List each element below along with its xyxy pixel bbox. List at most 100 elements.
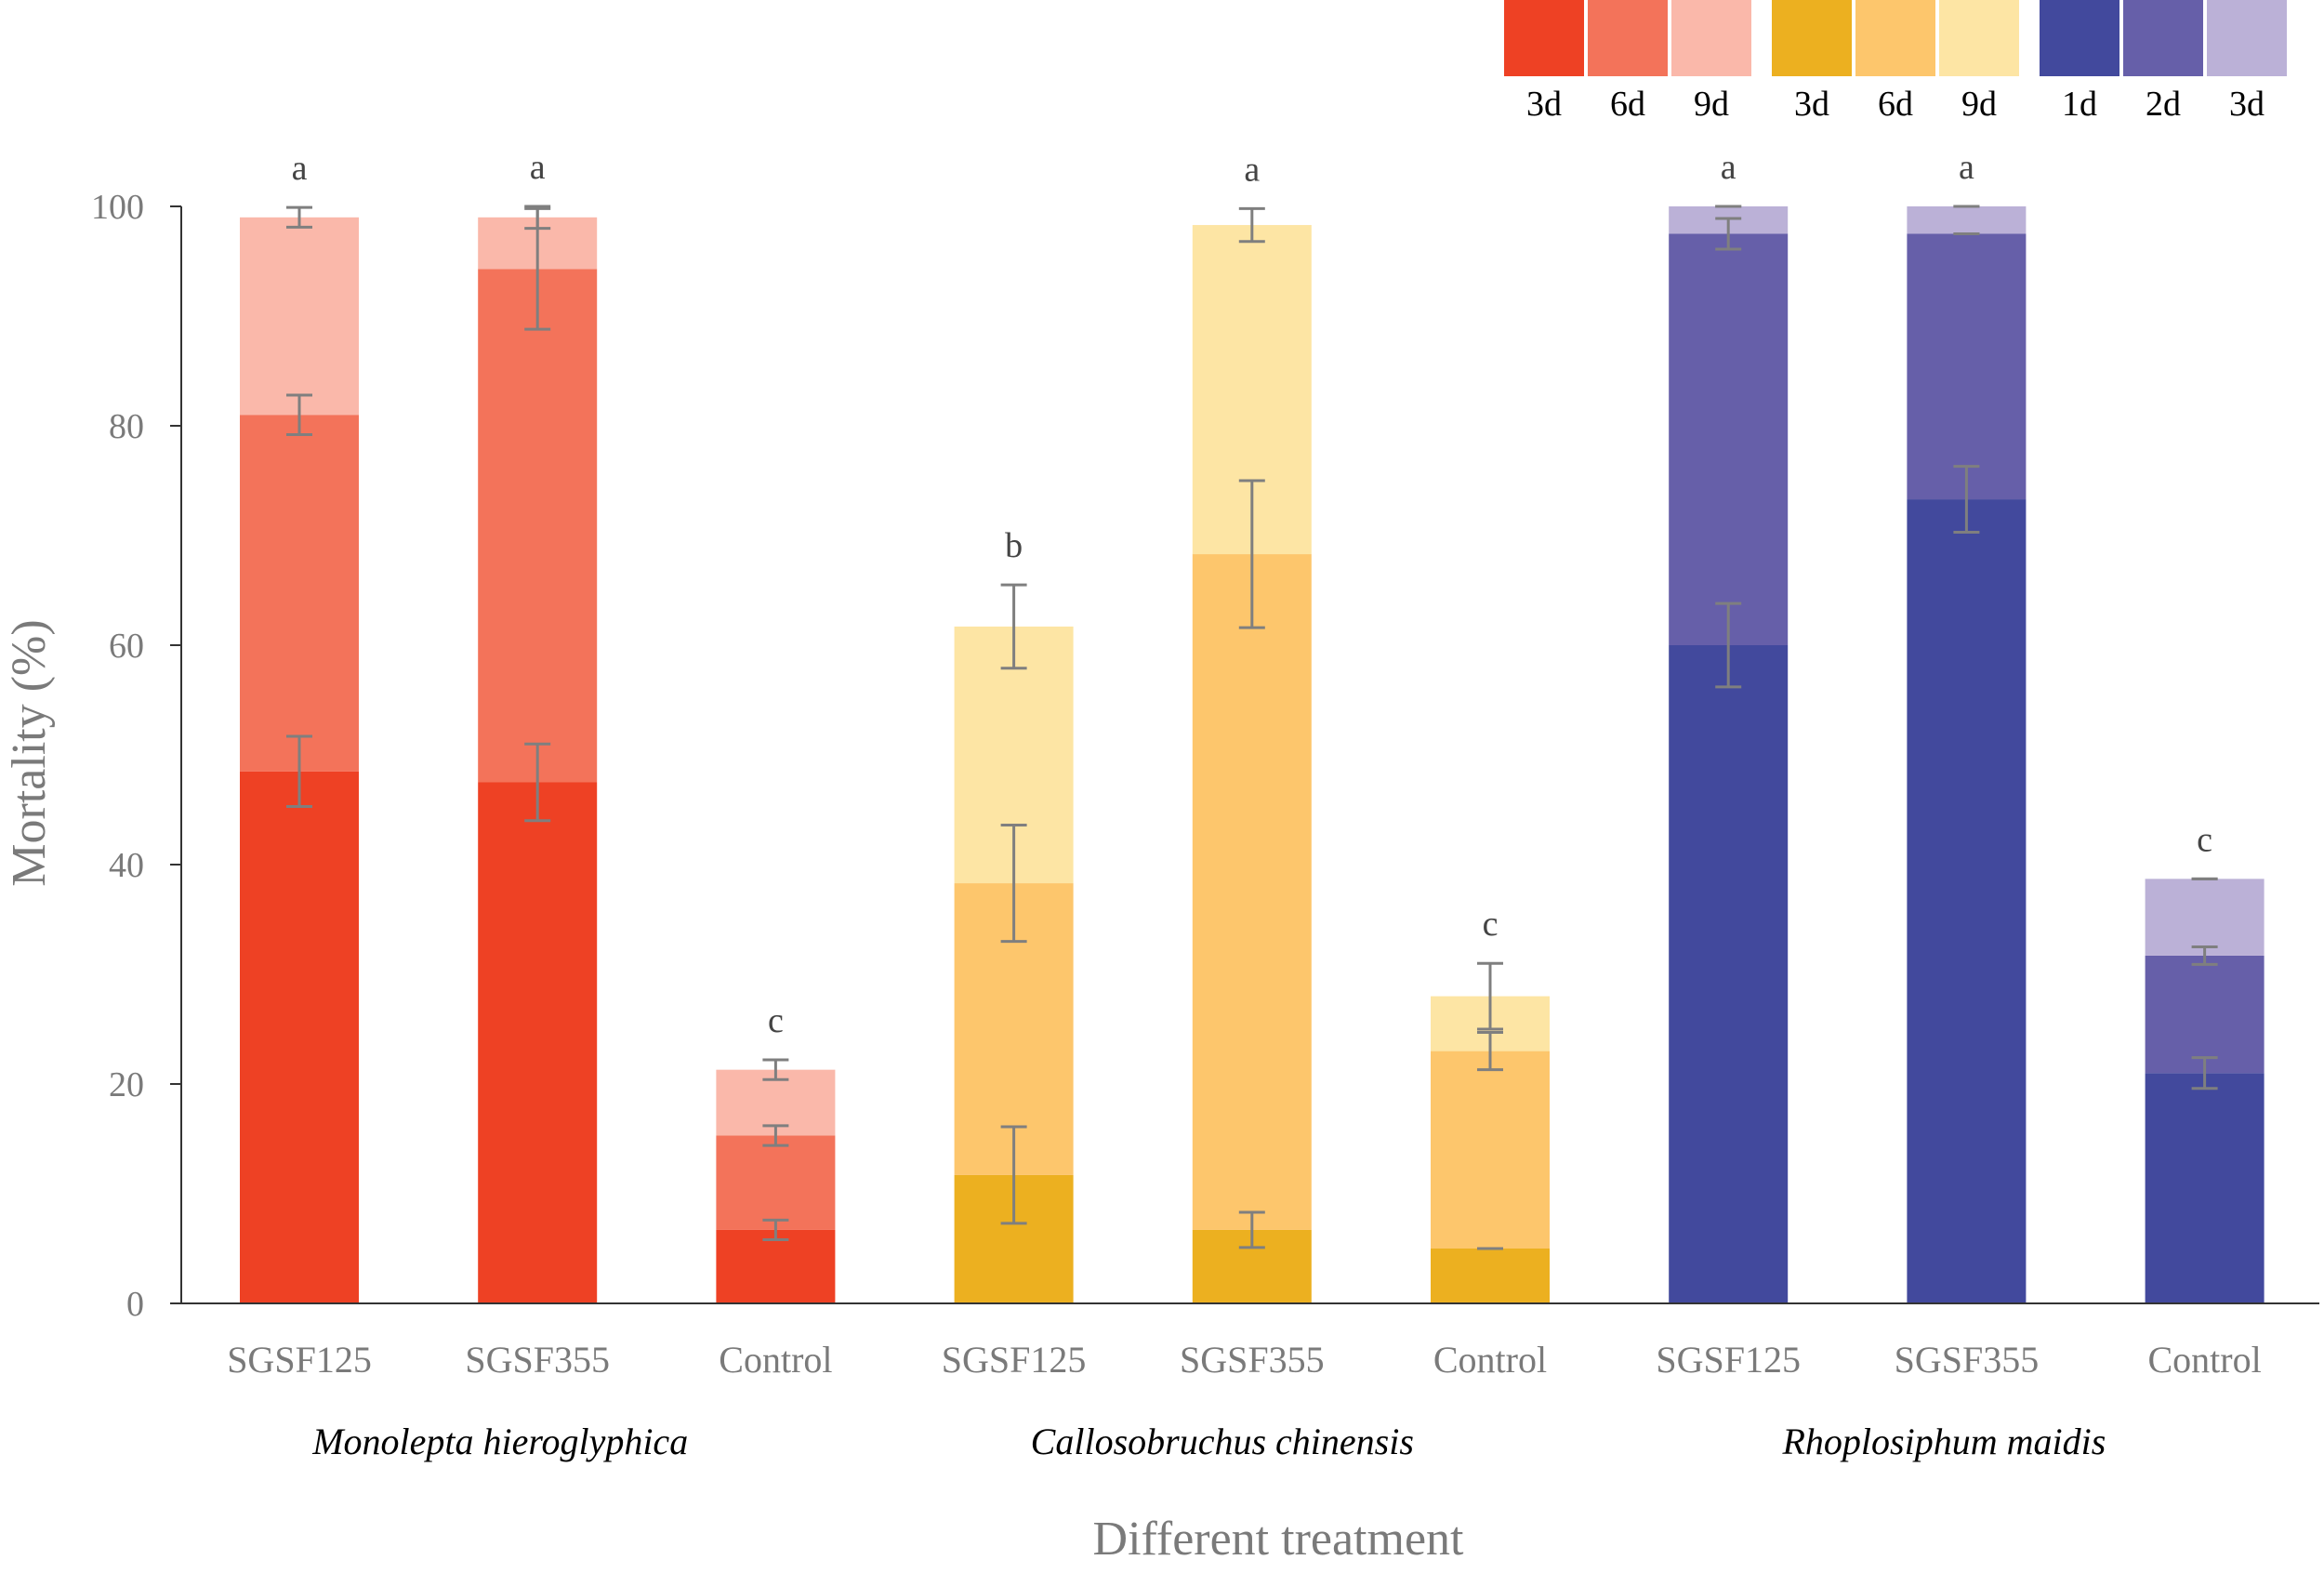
legend-swatch xyxy=(1671,0,1751,76)
significance-letter: a xyxy=(1959,148,1974,187)
significance-letter: a xyxy=(530,148,546,187)
group-label: Callosobruchus chinensis xyxy=(1031,1421,1414,1462)
x-axis: SGSF125 SGSF355 Control Monolepta hieroglyp… xyxy=(181,1302,2319,1462)
bar-segment-6d xyxy=(240,415,359,772)
significance-letter: b xyxy=(1005,526,1023,565)
bar-segment-3d xyxy=(240,771,359,1303)
error-bar xyxy=(1238,479,1265,629)
bar-control: c xyxy=(2145,820,2265,1303)
bars: a a c b a c a a c xyxy=(240,148,2265,1303)
x-category-label: SGSF355 xyxy=(465,1339,610,1381)
legend-label: 3d xyxy=(1794,85,1829,124)
significance-letter: c xyxy=(2197,820,2212,859)
y-axis: 0 20 40 60 80 100 xyxy=(91,188,182,1324)
legend-label: 9d xyxy=(1694,85,1729,124)
error-bar xyxy=(2191,945,2218,966)
bar-segment-3d xyxy=(478,782,598,1303)
x-category-label: Control xyxy=(719,1339,832,1381)
legend-label: 9d xyxy=(1961,85,1997,124)
bar-sgsf355: a xyxy=(1907,148,2027,1303)
error-bar xyxy=(1000,583,1027,670)
bar-segment-3d xyxy=(2145,879,2265,956)
error-bar xyxy=(1715,217,1742,251)
legend-label: 6d xyxy=(1610,85,1645,124)
group-label: Monolepta hieroglyphica xyxy=(311,1421,688,1462)
legend: 3d 6d 9d 3d 6d 9d 1d 2d 3d xyxy=(1504,0,2287,124)
legend-swatch xyxy=(1504,0,1584,76)
error-bar xyxy=(1000,1125,1027,1225)
y-tick-label: 80 xyxy=(109,407,144,446)
error-bar xyxy=(1477,1031,1503,1072)
error-bar xyxy=(1238,206,1265,244)
bar-segment-9d xyxy=(240,217,359,416)
y-tick-label: 20 xyxy=(109,1065,144,1104)
bar-control: c xyxy=(1431,905,1550,1303)
significance-letter: a xyxy=(292,149,308,188)
bar-segment-6d xyxy=(1192,554,1312,1230)
x-category-label: Control xyxy=(2147,1339,2261,1381)
error-bar xyxy=(1477,961,1503,1031)
x-category-label: SGSF125 xyxy=(942,1339,1087,1381)
error-bar xyxy=(1000,824,1027,944)
error-bar xyxy=(524,205,551,231)
bar-segment-6d xyxy=(1431,1051,1550,1249)
error-bar xyxy=(286,205,312,229)
bar-segment-2d xyxy=(1907,233,2027,500)
y-tick-label: 0 xyxy=(126,1285,144,1324)
error-bar xyxy=(1953,465,1980,534)
bar-segment-3d xyxy=(716,1229,836,1303)
bar-sgsf125: a xyxy=(240,149,359,1303)
error-bar xyxy=(286,393,312,436)
significance-letter: c xyxy=(1483,905,1499,944)
bar-sgsf125: b xyxy=(954,526,1074,1303)
bar-segment-2d xyxy=(2145,955,2265,1074)
error-bar xyxy=(1715,601,1742,689)
bar-control: c xyxy=(716,1001,836,1303)
bar-segment-2d xyxy=(1669,233,1789,645)
legend-label: 3d xyxy=(1526,85,1562,124)
error-bar xyxy=(762,1058,789,1081)
bar-segment-1d xyxy=(2145,1073,2265,1303)
x-category-label: SGSF125 xyxy=(227,1339,372,1381)
error-bar xyxy=(762,1124,789,1147)
legend-group: 3d 6d 9d xyxy=(1504,0,1751,124)
bar-segment-3d xyxy=(1907,206,2027,234)
legend-swatch xyxy=(1855,0,1935,76)
legend-swatch xyxy=(2207,0,2287,76)
bar-segment-6d xyxy=(478,269,598,783)
legend-label: 6d xyxy=(1878,85,1913,124)
error-bar xyxy=(762,1218,789,1242)
error-bar xyxy=(2191,1056,2218,1091)
bar-segment-1d xyxy=(1907,499,2027,1303)
x-category-label: SGSF125 xyxy=(1656,1339,1801,1381)
legend-group: 3d 6d 9d xyxy=(1772,0,2019,124)
group-label: Rhoplosiphum maidis xyxy=(1782,1421,2106,1462)
x-category-label: SGSF355 xyxy=(1180,1339,1325,1381)
x-category-label: Control xyxy=(1433,1339,1547,1381)
y-tick-label: 60 xyxy=(109,627,144,666)
legend-label: 2d xyxy=(2146,85,2181,124)
y-tick-label: 40 xyxy=(109,846,144,885)
legend-swatch xyxy=(2040,0,2119,76)
bar-sgsf125: a xyxy=(1669,148,1789,1303)
significance-letter: a xyxy=(1244,150,1260,189)
legend-swatch xyxy=(1588,0,1668,76)
error-bar xyxy=(286,734,312,808)
bar-segment-6d xyxy=(716,1135,836,1230)
legend-swatch xyxy=(2123,0,2203,76)
legend-swatch xyxy=(1772,0,1852,76)
y-axis-title: Mortality (%) xyxy=(3,619,56,886)
error-bar xyxy=(1238,1210,1265,1249)
bar-segment-1d xyxy=(1669,645,1789,1303)
bar-sgsf355: a xyxy=(1192,150,1312,1303)
y-tick-label: 100 xyxy=(91,188,144,227)
significance-letter: a xyxy=(1721,148,1736,187)
x-axis-title: Different treatment xyxy=(1093,1513,1465,1566)
bar-segment-3d xyxy=(1431,1249,1550,1303)
legend-group: 1d 2d 3d xyxy=(2040,0,2287,124)
legend-label: 3d xyxy=(2229,85,2265,124)
legend-swatch xyxy=(1939,0,2019,76)
bar-sgsf355: a xyxy=(478,148,598,1303)
legend-label: 1d xyxy=(2062,85,2097,124)
